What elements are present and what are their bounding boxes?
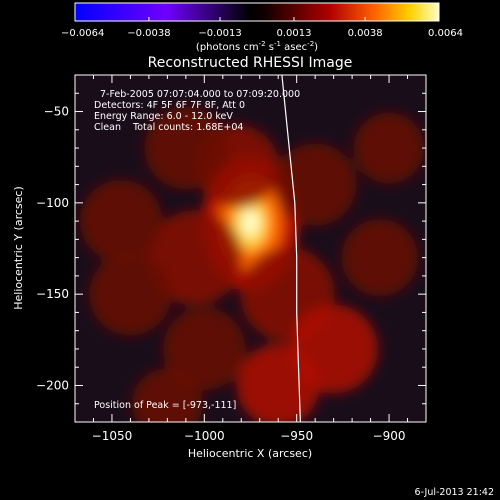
annotation-energy-range: Energy Range: 6.0 - 12.0 keV <box>94 111 233 122</box>
annotation-clean-counts: Clean Total counts: 1.68E+04 <box>94 122 243 133</box>
heatmap-source <box>273 143 357 226</box>
x-tick-label: −950 <box>280 429 313 443</box>
heatmap-source <box>236 344 320 422</box>
heatmap-source <box>147 210 243 305</box>
colorbar-ticks: −0.0064 −0.0038 −0.0013 0.0013 0.0038 0.0064 <box>61 17 463 39</box>
y-tick-label: −100 <box>36 196 69 210</box>
annotation-time-range: 7-Feb-2005 07:07:04.000 to 07:09:20.000 <box>100 89 300 100</box>
colorbar-tick-label: −0.0064 <box>61 28 104 39</box>
colorbar-tick-label: 0.0038 <box>348 28 383 39</box>
y-tick-label: −200 <box>36 378 69 392</box>
heatmap-source <box>162 307 246 391</box>
x-tick-label: −900 <box>373 429 406 443</box>
x-tick-label: −1000 <box>184 429 225 443</box>
colorbar-tick-label: 0.0064 <box>428 28 463 39</box>
peak-position-label: Position of Peak = [-973,-111] <box>94 400 236 411</box>
colorbar <box>74 2 440 22</box>
solar-limb-curve <box>281 75 301 422</box>
heatmap-source-peak <box>241 209 260 237</box>
colorbar-tick-label: −0.0013 <box>198 28 241 39</box>
axis-ticks: −1050 −1000 −950 −900 −50 −100 −150 −200 <box>36 74 427 443</box>
y-axis-label: Heliocentric Y (arcsec) <box>12 186 25 310</box>
colorbar-tick-label: −0.0038 <box>127 28 170 39</box>
plot-frame <box>74 74 427 423</box>
heatmap-source <box>353 112 425 184</box>
x-tick-label: −1050 <box>92 429 133 443</box>
colorbar-label: (photons cm-2 s-1 asec-2) <box>196 40 318 53</box>
x-axis-label: Heliocentric X (arcsec) <box>188 447 312 460</box>
y-tick-label: −50 <box>44 105 69 119</box>
annotation-detectors: Detectors: 4F 5F 6F 7F 8F, Att 0 <box>94 100 245 111</box>
chart-title: Reconstructed RHESSI Image <box>148 55 353 71</box>
colorbar-tick-label: 0.0013 <box>276 28 311 39</box>
heatmap-source <box>144 106 228 190</box>
footer-timestamp: 6-Jul-2013 21:42 <box>415 487 494 498</box>
heatmap-source <box>79 179 163 263</box>
y-tick-label: −150 <box>36 287 69 301</box>
heatmap-source <box>89 252 172 336</box>
heatmap-area <box>75 75 426 422</box>
heatmap-source <box>341 219 419 297</box>
heatmap-source <box>131 368 203 422</box>
